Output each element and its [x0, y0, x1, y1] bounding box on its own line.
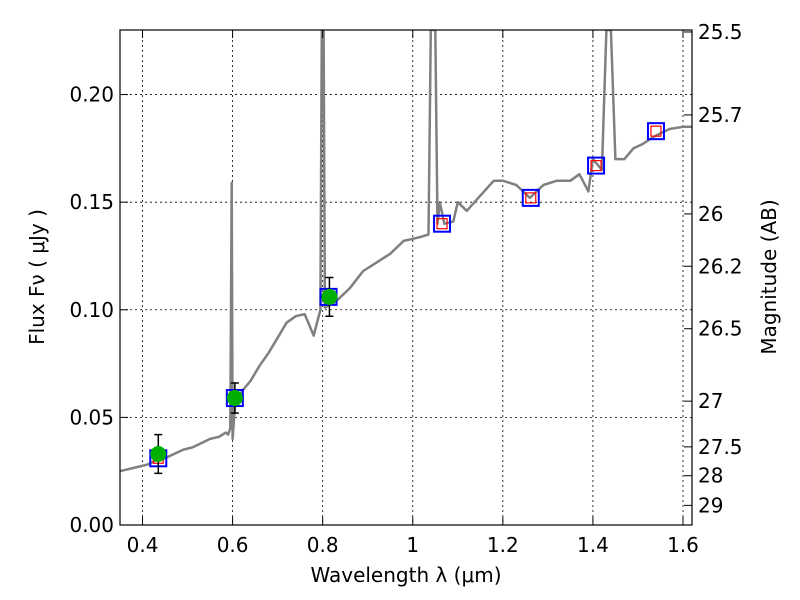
model-point-box: [521, 188, 540, 207]
model-point-box: [587, 156, 606, 175]
y-tick-label: 0.00: [69, 513, 114, 537]
x-tick-label: 1.2: [487, 533, 519, 557]
y2-tick-label: 26.2: [698, 254, 743, 278]
y2-axis-ticks: 25.5 25.7 26 26.2 26.5 27 27.5 28 29: [684, 20, 743, 517]
y2-tick-label: 25.5: [698, 20, 743, 44]
y2-tick-label: 28: [698, 464, 723, 488]
y2-tick-label: 29: [698, 493, 723, 517]
y-tick-label: 0.10: [69, 298, 114, 322]
y-tick-label: 0.05: [69, 405, 114, 429]
y2-tick-label: 27: [698, 389, 723, 413]
plot-frame: [119, 29, 693, 526]
y2-tick-label: 27.5: [698, 435, 743, 459]
x-axis-ticks: 0.4 0.6 0.8 1 1.2 1.4 1.6: [127, 30, 699, 557]
y-axis-ticks: 0.00 0.05 0.10 0.15 0.20: [69, 83, 128, 537]
x-axis-label: Wavelength λ (μm): [310, 563, 501, 587]
y-tick-label: 0.20: [69, 83, 114, 107]
model-point-inner: [436, 218, 448, 230]
model-point-inner: [650, 125, 662, 137]
grid-lines: [120, 30, 692, 526]
y2-tick-label: 25.7: [698, 103, 743, 127]
model-point-box: [433, 214, 452, 233]
x-tick-label: 0.6: [217, 533, 249, 557]
model-point-box: [646, 122, 665, 141]
x-tick-label: 0.4: [127, 533, 159, 557]
spectrum-line: [120, 30, 692, 473]
y2-tick-label: 26.5: [698, 317, 743, 341]
x-tick-label: 1.4: [577, 533, 609, 557]
observed-points: [150, 276, 338, 475]
x-tick-label: 1.6: [667, 533, 699, 557]
y2-tick-label: 26: [698, 202, 723, 226]
x-tick-label: 1: [406, 533, 419, 557]
observed-point: [226, 390, 243, 407]
model-points: [149, 122, 665, 468]
y-axis-label: Flux Fν ( μJy ): [25, 209, 49, 345]
y2-axis-label: Magnitude (AB): [757, 199, 781, 354]
model-point-inner: [590, 159, 602, 172]
y-tick-label: 0.15: [69, 190, 114, 214]
model-point-inner: [525, 192, 537, 204]
observed-point: [321, 288, 338, 305]
observed-point: [150, 445, 167, 462]
x-tick-label: 0.8: [307, 533, 339, 557]
